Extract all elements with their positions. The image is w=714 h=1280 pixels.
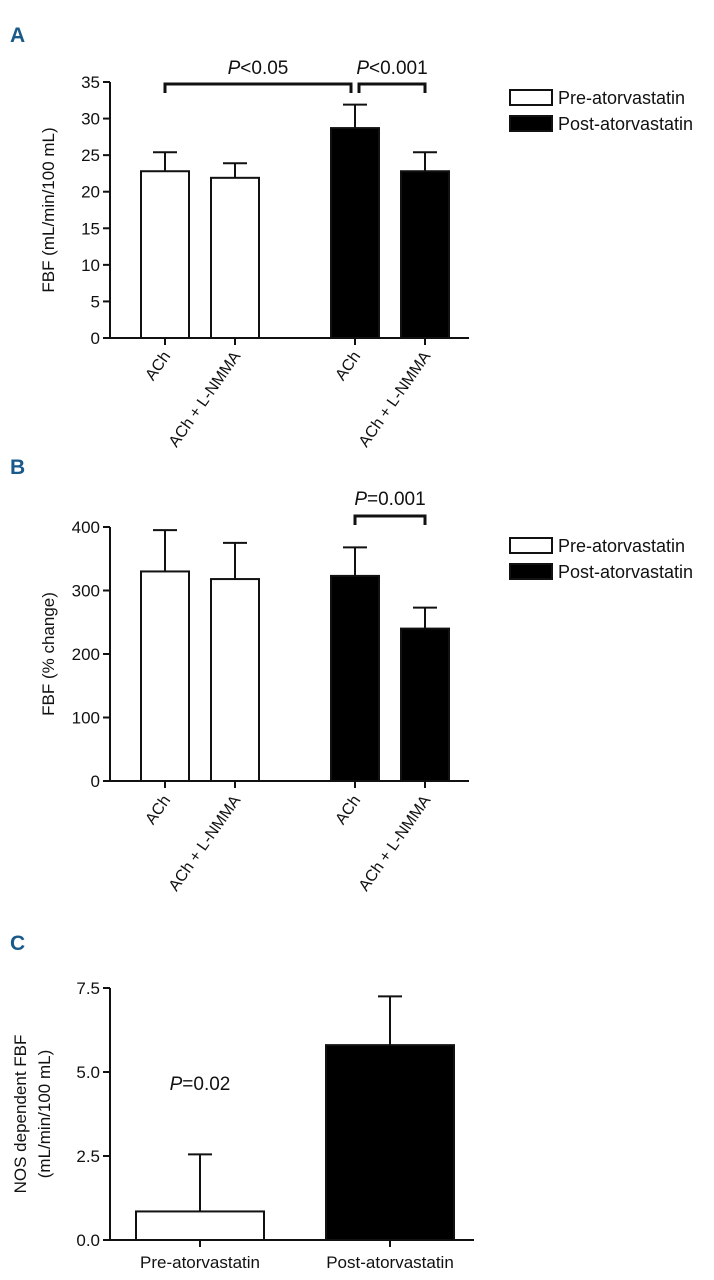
- x-tick-label: Pre-atorvastatin: [140, 1253, 260, 1272]
- y-tick-label: 200: [72, 645, 100, 664]
- legend-swatch: [509, 563, 553, 580]
- y-tick-label: 15: [81, 219, 100, 238]
- panel-letter: A: [10, 24, 25, 47]
- x-tick-label: ACh: [142, 349, 174, 384]
- significance-bracket: [163, 82, 353, 93]
- y-tick-label: 2.5: [76, 1147, 100, 1166]
- p-value-label-italic: P: [228, 58, 241, 79]
- p-value-label: P=0.001: [354, 489, 425, 510]
- x-tick-label: ACh + L-NMMA: [166, 792, 245, 894]
- p-value-label: P=0.02: [170, 1074, 231, 1095]
- y-tick-label: 0: [91, 772, 100, 791]
- bar: [140, 170, 190, 339]
- y-tick-label: 25: [81, 146, 100, 165]
- bar: [325, 1044, 455, 1241]
- significance-bracket: [357, 82, 427, 93]
- bar: [135, 1210, 265, 1241]
- x-tick-label: ACh: [332, 793, 364, 828]
- legend-label: Pre-atorvastatin: [558, 536, 685, 556]
- p-value-label-italic: P: [356, 58, 369, 79]
- p-value-label-rest: =0.001: [367, 489, 426, 510]
- p-value-label-italic: P: [170, 1074, 183, 1095]
- p-value-label-rest: <0.05: [240, 58, 288, 79]
- y-tick-label: 0.0: [76, 1231, 100, 1250]
- x-tick-label: ACh + L-NMMA: [356, 348, 435, 450]
- panel-letter: B: [10, 456, 25, 479]
- p-value-label: P<0.05: [228, 58, 289, 79]
- bar: [210, 578, 260, 782]
- bar: [400, 627, 450, 782]
- legend-label: Post-atorvastatin: [558, 562, 693, 582]
- p-value-label-rest: <0.001: [369, 58, 428, 79]
- p-value-label: P<0.001: [356, 58, 427, 79]
- panel-C: C 0.0 2.5 5.0 7.5 NOS dependent FBF (mL/min/10…: [10, 932, 474, 1272]
- legend-label: Post-atorvastatin: [558, 114, 693, 134]
- y-tick-label: 300: [72, 582, 100, 601]
- bar: [400, 170, 450, 339]
- legend-swatch: [509, 89, 553, 106]
- y-axis-label: FBF (mL/min/100 mL): [39, 127, 58, 292]
- bar: [330, 574, 380, 783]
- x-tick-label: ACh + L-NMMA: [356, 792, 435, 894]
- legend-swatch: [509, 537, 553, 554]
- legend-swatch: [509, 115, 553, 132]
- bar: [330, 127, 380, 339]
- y-tick-label: 35: [81, 73, 100, 92]
- y-tick-label: 20: [81, 183, 100, 202]
- y-axis-label: FBF (% change): [39, 592, 58, 716]
- significance-bracket: [353, 514, 427, 525]
- x-tick-label: ACh: [332, 349, 364, 384]
- x-tick-label: ACh + L-NMMA: [166, 348, 245, 450]
- panel-letter: C: [10, 932, 25, 955]
- x-tick-label: ACh: [142, 793, 174, 828]
- p-value-label-italic: P: [354, 489, 367, 510]
- y-tick-label: 400: [72, 518, 100, 537]
- x-tick-label: Post-atorvastatin: [326, 1253, 454, 1272]
- y-tick-label: 7.5: [76, 979, 100, 998]
- bar: [210, 176, 260, 339]
- y-axis-label-line2: (mL/min/100 mL): [35, 1050, 54, 1178]
- y-tick-label: 30: [81, 110, 100, 129]
- y-tick-label: 0: [91, 329, 100, 348]
- legend-label: Pre-atorvastatin: [558, 88, 685, 108]
- bar: [140, 570, 190, 783]
- y-tick-label: 10: [81, 256, 100, 275]
- y-tick-label: 5: [91, 292, 100, 311]
- y-tick-label: 5.0: [76, 1063, 100, 1082]
- y-tick-label: 100: [72, 709, 100, 728]
- y-axis-label: NOS dependent FBF: [11, 1035, 30, 1194]
- p-value-label-rest: =0.02: [182, 1074, 230, 1095]
